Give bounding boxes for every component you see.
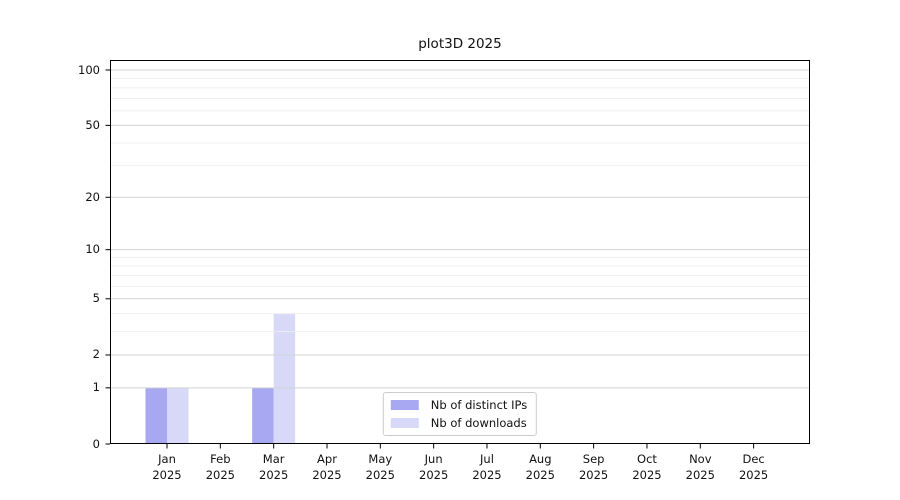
bar-nb-of-downloads-mar — [273, 313, 296, 444]
legend: Nb of distinct IPs Nb of downloads — [382, 392, 538, 436]
bar-nb-of-distinct-ips-jan — [145, 387, 167, 444]
y-tick-label: 1 — [92, 380, 100, 395]
y-tick-label: 10 — [85, 242, 100, 257]
bar-nb-of-downloads-jan — [167, 387, 189, 444]
legend-label-downloads: Nb of downloads — [430, 416, 527, 430]
x-tick-label: Feb 2025 — [205, 452, 235, 482]
y-tick-label: 0 — [92, 436, 100, 451]
legend-item-downloads: Nb of downloads — [390, 416, 527, 430]
x-tick-label: Mar 2025 — [259, 452, 289, 482]
x-tick-label: Jul 2025 — [472, 452, 502, 482]
x-tick-label: May 2025 — [365, 452, 395, 482]
x-tick-label: Oct 2025 — [632, 452, 662, 482]
x-tick-label: Dec 2025 — [738, 452, 769, 482]
chart-title: plot3D 2025 — [418, 36, 502, 52]
x-tick-label: Apr 2025 — [312, 452, 342, 482]
y-tick-label: 100 — [78, 62, 100, 77]
plot-border — [110, 60, 810, 444]
y-tick-label: 5 — [92, 291, 100, 306]
x-tick-label: Nov 2025 — [685, 452, 715, 482]
plot-area: Nb of distinct IPs Nb of downloads — [105, 60, 810, 449]
legend-swatch-downloads — [390, 418, 419, 428]
x-tick-label: Jun 2025 — [419, 452, 449, 482]
x-tick-label: Aug 2025 — [525, 452, 555, 482]
legend-label-distinct-ips: Nb of distinct IPs — [430, 398, 528, 412]
chart-canvas — [105, 60, 810, 449]
y-tick-label: 50 — [85, 117, 100, 132]
y-tick-label: 2 — [92, 347, 100, 362]
y-tick-label: 20 — [85, 189, 100, 204]
x-tick-label: Jan 2025 — [152, 452, 182, 482]
legend-swatch-distinct-ips — [390, 400, 419, 410]
x-tick-label: Sep 2025 — [578, 452, 609, 482]
bar-nb-of-distinct-ips-mar — [252, 387, 274, 444]
legend-item-distinct-ips: Nb of distinct IPs — [390, 398, 528, 412]
